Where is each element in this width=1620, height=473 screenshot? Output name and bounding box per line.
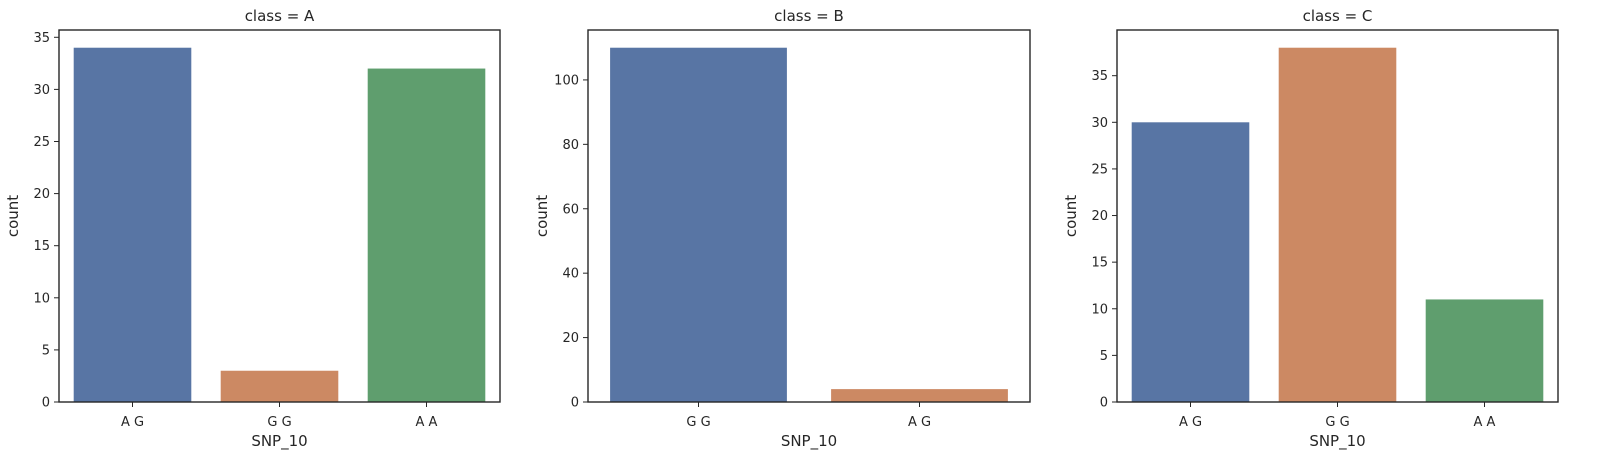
- panel-3: 0 5 10 15 20 25 30 35 A G G G A A class = C SNP_10 co…: [1062, 7, 1559, 451]
- bar-1: [1131, 122, 1250, 402]
- bar-1: [73, 47, 192, 402]
- y-axis-label: count: [4, 195, 22, 237]
- y-tick-label: 60: [562, 202, 579, 217]
- bar-3: [1425, 299, 1544, 402]
- panel-2: 0 20 40 60 80 100 G G A G class = B SNP_10 count: [533, 7, 1031, 451]
- y-tick-label: 40: [562, 267, 579, 282]
- x-tick-label: A G: [121, 415, 144, 430]
- y-tick-label: 30: [33, 83, 50, 98]
- panel-title: class = C: [1303, 7, 1373, 25]
- y-tick-label: 10: [33, 291, 50, 306]
- y-tick-label: 10: [1091, 302, 1108, 317]
- x-tick-label: G G: [686, 415, 710, 430]
- x-tick-label: G G: [267, 415, 291, 430]
- bar-2: [831, 389, 1008, 402]
- x-tick-label: A A: [416, 415, 438, 430]
- y-tick-label: 20: [562, 331, 579, 346]
- y-axis-label: count: [1062, 195, 1080, 237]
- x-tick-label: A G: [908, 415, 931, 430]
- y-tick-label: 35: [33, 31, 50, 46]
- x-tick-label: A G: [1179, 415, 1202, 430]
- y-tick-label: 15: [33, 239, 50, 254]
- panel-title: class = B: [774, 7, 844, 25]
- y-tick-label: 0: [571, 396, 579, 411]
- plot-frame: [587, 29, 1031, 403]
- y-tick-label: 35: [1091, 69, 1108, 84]
- y-tick-label: 100: [554, 73, 579, 88]
- y-tick-label: 20: [33, 187, 50, 202]
- bar-2: [1278, 47, 1397, 402]
- y-tick-label: 20: [1091, 209, 1108, 224]
- y-tick-label: 30: [1091, 116, 1108, 131]
- x-axis-label: SNP_10: [1309, 432, 1365, 451]
- y-axis-label: count: [533, 195, 551, 237]
- x-tick-label: G G: [1325, 415, 1349, 430]
- x-axis-label: SNP_10: [251, 432, 307, 451]
- y-tick-label: 0: [1100, 396, 1108, 411]
- y-tick-label: 5: [42, 343, 50, 358]
- bar-1: [610, 47, 787, 402]
- panel-1: 0 5 10 15 20 25 30 35 A G G G A A class = A SNP_10 co…: [4, 7, 501, 451]
- y-tick-label: 15: [1091, 256, 1108, 271]
- bar-3: [367, 68, 486, 402]
- y-tick-label: 25: [1091, 162, 1108, 177]
- x-axis-label: SNP_10: [781, 432, 837, 451]
- y-tick-label: 25: [33, 135, 50, 150]
- panel-title: class = A: [245, 7, 315, 25]
- y-tick-label: 5: [1100, 349, 1108, 364]
- x-tick-label: A A: [1474, 415, 1496, 430]
- bar-2: [220, 370, 339, 402]
- y-tick-label: 0: [42, 396, 50, 411]
- y-tick-label: 80: [562, 138, 579, 153]
